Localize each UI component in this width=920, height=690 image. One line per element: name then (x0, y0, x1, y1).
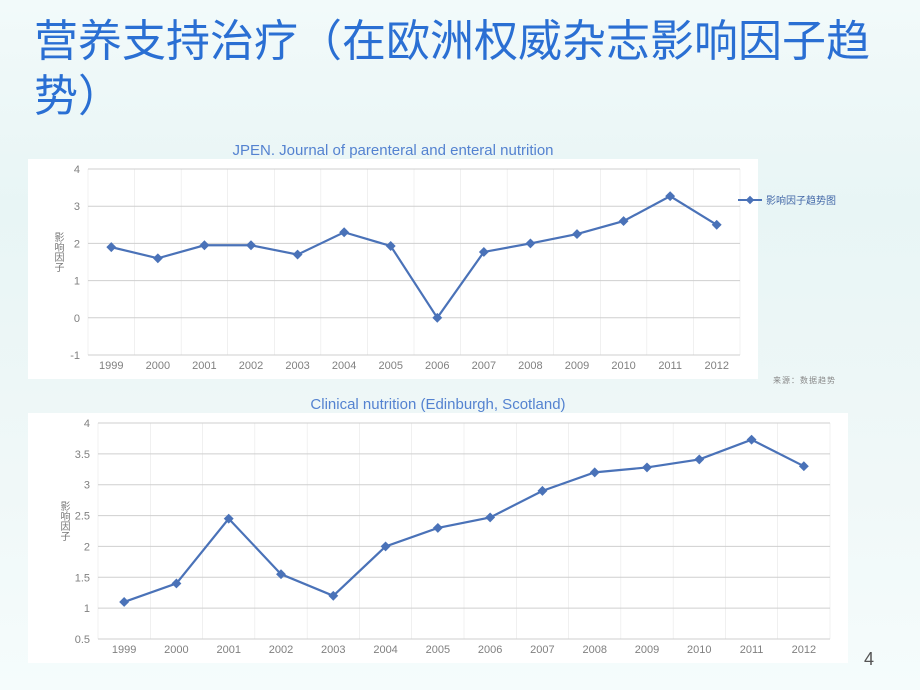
chart-jpen-ylabel: 影响因子 (50, 232, 65, 272)
chart-clinnut-ylabel: 影响因子 (56, 501, 71, 541)
svg-text:2008: 2008 (518, 360, 542, 372)
svg-text:2003: 2003 (321, 644, 345, 656)
svg-text:2011: 2011 (740, 644, 764, 656)
svg-text:0.5: 0.5 (75, 634, 90, 646)
svg-text:2003: 2003 (285, 360, 309, 372)
chart-clinnut-plot: 0.5 1 1.5 2 2.5 3 3.5 4 1999 2000 2001 2002 2003 2004… (28, 413, 848, 663)
svg-text:2010: 2010 (687, 644, 711, 656)
chart-jpen: JPEN. Journal of parenteral and enteral … (28, 142, 758, 384)
svg-text:2004: 2004 (332, 360, 356, 372)
svg-text:3: 3 (74, 201, 80, 213)
svg-text:2007: 2007 (530, 644, 554, 656)
slide-title: 营养支持治疗（在欧洲权威杂志影响因子趋势） (0, 0, 920, 128)
svg-text:2.5: 2.5 (75, 511, 90, 523)
svg-text:2004: 2004 (373, 644, 397, 656)
svg-text:2008: 2008 (582, 644, 606, 656)
svg-text:2012: 2012 (792, 644, 816, 656)
chart-clinnut: Clinical nutrition (Edinburgh, Scotland)… (28, 396, 848, 668)
svg-text:0: 0 (74, 313, 80, 325)
chart-jpen-legend: 影响因子趋势图 (738, 192, 836, 207)
svg-text:2: 2 (74, 238, 80, 250)
svg-text:2005: 2005 (426, 644, 450, 656)
chart-jpen-title: JPEN. Journal of parenteral and enteral … (28, 142, 758, 159)
page-number: 4 (864, 649, 874, 670)
svg-text:2006: 2006 (425, 360, 449, 372)
svg-text:2010: 2010 (611, 360, 635, 372)
svg-text:2012: 2012 (704, 360, 728, 372)
svg-text:2001: 2001 (216, 644, 240, 656)
svg-text:3.5: 3.5 (75, 449, 90, 461)
svg-text:1.5: 1.5 (75, 572, 90, 584)
svg-text:-1: -1 (70, 350, 80, 362)
svg-text:2001: 2001 (192, 360, 216, 372)
chart-jpen-source: 来源：数据趋势 (773, 375, 836, 386)
svg-text:2: 2 (84, 541, 90, 553)
svg-text:1999: 1999 (99, 360, 123, 372)
svg-text:4: 4 (84, 418, 90, 430)
svg-text:1: 1 (84, 603, 90, 615)
svg-text:2011: 2011 (658, 360, 682, 372)
svg-text:1: 1 (74, 276, 80, 288)
legend-label: 影响因子趋势图 (766, 192, 836, 207)
svg-text:2009: 2009 (565, 360, 589, 372)
svg-text:2005: 2005 (378, 360, 402, 372)
svg-text:1999: 1999 (112, 644, 136, 656)
svg-text:2006: 2006 (478, 644, 502, 656)
chart-jpen-plot: -1 0 1 2 3 4 1999 2000 2001 2002 2003 2004 2005 2006 2… (28, 159, 758, 379)
svg-text:2007: 2007 (472, 360, 496, 372)
svg-text:3: 3 (84, 480, 90, 492)
svg-text:2002: 2002 (269, 644, 293, 656)
svg-text:2009: 2009 (635, 644, 659, 656)
svg-text:2002: 2002 (239, 360, 263, 372)
chart-clinnut-title: Clinical nutrition (Edinburgh, Scotland) (28, 396, 848, 413)
svg-text:2000: 2000 (146, 360, 170, 372)
svg-text:2000: 2000 (164, 644, 188, 656)
svg-text:4: 4 (74, 164, 80, 176)
